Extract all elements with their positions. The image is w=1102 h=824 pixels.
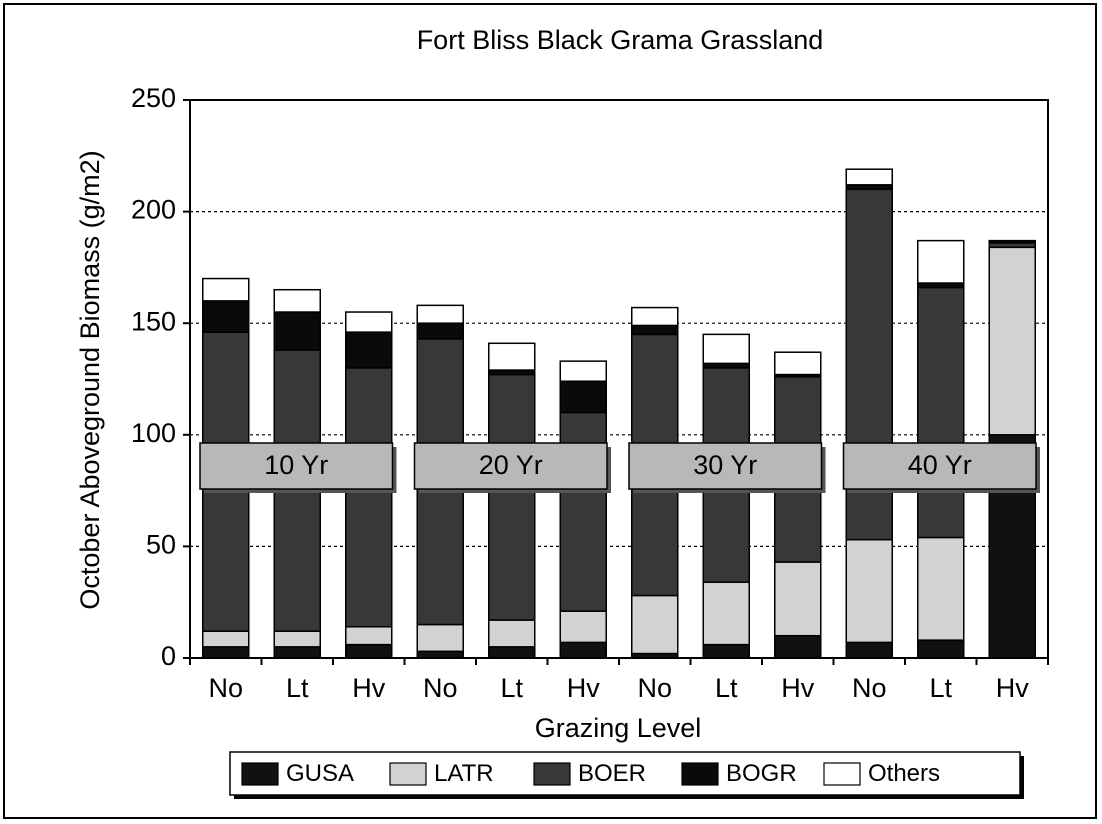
bar-segment <box>845 168 893 186</box>
x-tick-label: Hv <box>781 673 814 703</box>
bar-segment <box>345 367 393 628</box>
y-tick-label: 200 <box>131 195 176 225</box>
x-axis-label: Grazing Level <box>535 713 702 743</box>
bar-segment <box>559 610 607 644</box>
bar-segment <box>345 331 393 369</box>
legend-label: BOGR <box>726 760 797 787</box>
bar-segment <box>488 373 536 621</box>
bar-segment <box>416 304 464 324</box>
annotation-box <box>842 442 1037 490</box>
bar-segment <box>273 288 321 313</box>
bar-segment <box>345 626 393 646</box>
y-tick-label: 250 <box>131 83 176 113</box>
bar-segment <box>917 286 965 539</box>
annotation: 10 Yr <box>264 450 328 480</box>
bar-segment <box>702 643 750 659</box>
bar-segment <box>631 324 679 336</box>
bar-segment <box>345 311 393 333</box>
bar-segment <box>631 594 679 655</box>
bar-segment <box>488 619 536 648</box>
legend-swatch <box>389 762 427 786</box>
annotation-box <box>413 442 608 490</box>
bar-segment <box>988 246 1036 436</box>
x-tick-label: Hv <box>352 673 385 703</box>
bar-segment <box>559 641 607 659</box>
legend-label: GUSA <box>286 760 354 787</box>
bar-segment <box>845 641 893 659</box>
bar-segment <box>559 360 607 382</box>
legend-label: BOER <box>578 760 646 787</box>
bar-segment <box>488 646 536 659</box>
x-tick-label: Lt <box>929 673 952 703</box>
bar-segment <box>774 561 822 637</box>
chart-title: Fort Bliss Black Grama Grassland <box>417 25 824 55</box>
annotation: 20 Yr <box>479 450 543 480</box>
y-tick-label: 50 <box>146 530 176 560</box>
x-tick-label: No <box>637 673 672 703</box>
y-tick-label: 0 <box>161 641 176 671</box>
plot-frame <box>189 99 1049 659</box>
bar-segment <box>273 311 321 351</box>
legend-label: LATR <box>434 760 494 787</box>
bar-segment <box>917 639 965 659</box>
bar-segment <box>416 322 464 340</box>
bar-segment <box>273 630 321 648</box>
y-axis-label: October Aboveground Biomass (g/m2) <box>75 150 105 609</box>
bar-segment <box>702 333 750 365</box>
legend-label: Others <box>868 760 940 787</box>
x-tick-label: No <box>423 673 458 703</box>
bar-segment <box>202 630 250 648</box>
x-tick-label: No <box>208 673 243 703</box>
bar-segment <box>202 277 250 302</box>
bar-segment <box>345 643 393 659</box>
frame <box>3 3 1097 819</box>
bar-segment <box>917 239 965 284</box>
y-tick-label: 100 <box>131 418 176 448</box>
x-tick-label: Hv <box>567 673 600 703</box>
bar-segment <box>202 646 250 659</box>
bar-segment <box>416 650 464 659</box>
annotation-box <box>628 442 823 490</box>
bar-segment <box>273 646 321 659</box>
x-tick-label: Hv <box>996 673 1029 703</box>
annotation-box <box>199 442 394 490</box>
x-tick-label: Lt <box>715 673 738 703</box>
bar-segment <box>845 538 893 644</box>
legend-swatch <box>533 762 571 786</box>
bar-segment <box>774 351 822 376</box>
bar-segment <box>988 239 1036 244</box>
bar-segment <box>917 536 965 641</box>
bar-segment <box>559 380 607 414</box>
bar-segment <box>488 342 536 371</box>
legend-box <box>229 751 1021 796</box>
bar-segment <box>631 306 679 327</box>
bar-segment <box>774 634 822 659</box>
bar-segment <box>202 300 250 333</box>
legend-swatch <box>681 762 719 786</box>
annotation: 40 Yr <box>908 450 972 480</box>
bar-segment <box>702 581 750 646</box>
legend-swatch <box>823 762 861 786</box>
x-tick-label: Lt <box>286 673 309 703</box>
legend-swatch <box>241 762 279 786</box>
annotation: 30 Yr <box>693 450 757 480</box>
x-tick-label: Lt <box>500 673 523 703</box>
x-tick-label: No <box>852 673 887 703</box>
y-tick-label: 150 <box>131 306 176 336</box>
bar-segment <box>416 623 464 653</box>
